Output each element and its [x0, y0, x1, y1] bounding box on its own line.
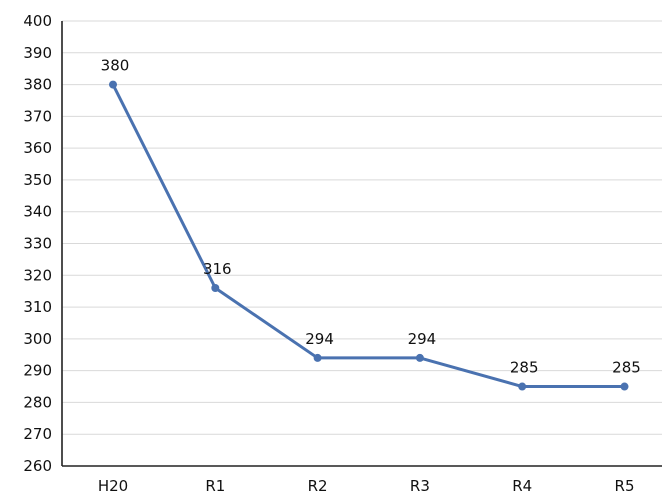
- data-label: 294: [408, 330, 437, 348]
- data-labels: 380 316 294 294 285 285: [101, 57, 641, 377]
- data-label: 285: [612, 359, 641, 377]
- data-point: [109, 80, 117, 89]
- y-tick-label: 370: [23, 107, 52, 125]
- y-tick-label: 290: [23, 362, 52, 380]
- data-label: 380: [101, 57, 130, 75]
- y-axis-ticks: 260 270 280 290 300 310 320 330 340 350 360 370 380 3…: [23, 12, 52, 475]
- data-point: [211, 284, 220, 292]
- data-label: 285: [510, 359, 539, 377]
- data-point: [518, 382, 527, 391]
- y-tick-label: 270: [23, 425, 52, 443]
- y-tick-label: 300: [23, 330, 52, 348]
- y-tick-label: 350: [23, 171, 52, 189]
- y-tick-label: 280: [23, 393, 52, 411]
- x-axis-ticks: H20 R1 R2 R3 R4 R5: [98, 477, 635, 495]
- data-point: [313, 353, 322, 362]
- y-tick-label: 380: [23, 76, 52, 94]
- y-tick-label: 360: [23, 139, 52, 157]
- data-label: 316: [203, 260, 232, 278]
- y-tick-label: 320: [23, 266, 52, 284]
- series-group: [109, 80, 629, 391]
- data-point: [620, 382, 629, 391]
- y-tick-label: 400: [23, 12, 52, 30]
- x-tick-label: H20: [98, 477, 128, 495]
- y-tick-label: 390: [23, 44, 52, 62]
- data-label: 294: [305, 330, 334, 348]
- series-line: [111, 83, 625, 389]
- y-tick-label: 340: [23, 203, 52, 221]
- y-tick-label: 260: [23, 457, 52, 475]
- x-tick-label: R5: [615, 477, 635, 495]
- y-tick-label: 330: [23, 235, 52, 253]
- y-tick-label: 310: [23, 298, 52, 316]
- x-tick-label: R4: [512, 477, 532, 495]
- x-tick-label: R1: [205, 477, 225, 495]
- grid-lines: [62, 20, 662, 435]
- x-tick-label: R3: [410, 477, 430, 495]
- x-tick-label: R2: [308, 477, 328, 495]
- data-point: [415, 353, 424, 362]
